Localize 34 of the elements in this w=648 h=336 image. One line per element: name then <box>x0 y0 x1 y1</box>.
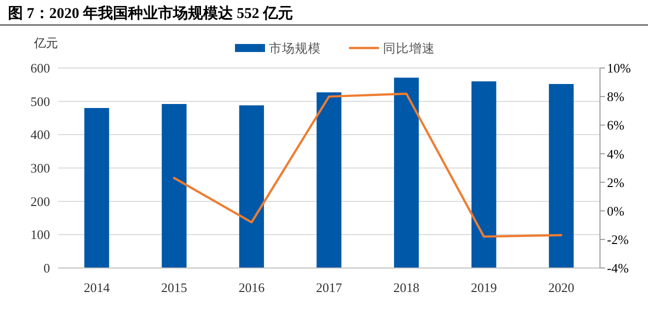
bar <box>84 108 110 268</box>
y2-tick-label: 6% <box>607 118 624 133</box>
bar <box>394 78 419 268</box>
y2-tick-label: 2% <box>607 174 624 190</box>
bar <box>162 104 187 268</box>
bar <box>316 92 342 268</box>
y-tick-label: 400 <box>30 127 50 142</box>
y-tick-label: 100 <box>30 227 50 242</box>
legend-label: 市场规模 <box>269 40 321 56</box>
y2-tick-label: 10% <box>607 60 631 76</box>
bar <box>239 105 264 268</box>
y-axis-title: 亿元 <box>33 36 58 50</box>
x-tick-label: 2016 <box>238 280 266 295</box>
y2-tick-label: 4% <box>607 146 624 162</box>
x-tick-label: 2014 <box>84 280 110 295</box>
x-tick-label: 2019 <box>470 280 497 295</box>
x-tick-label: 2020 <box>548 280 574 295</box>
x-tick-label: 2017 <box>316 280 342 295</box>
legend-label: 同比增速 <box>383 40 435 56</box>
y-tick-label: 500 <box>30 94 50 109</box>
line-series <box>173 92 562 238</box>
bar <box>548 84 574 268</box>
x-tick-label: 2015 <box>161 280 188 295</box>
y2-tick-label: -4% <box>607 260 629 276</box>
y2-tick-label: -2% <box>607 232 629 247</box>
y-tick-label: 200 <box>30 194 50 209</box>
y-tick-label: 0 <box>44 260 50 276</box>
chart-title: 图 7：2020 年我国种业市场规模达 552 亿元 <box>8 4 293 22</box>
y2-tick-label: 8% <box>607 89 624 104</box>
y-tick-label: 300 <box>30 160 50 176</box>
y2-tick-label: 0% <box>607 203 624 218</box>
bar <box>471 81 496 268</box>
y-tick-label: 600 <box>30 60 50 76</box>
x-tick-label: 2018 <box>393 280 420 295</box>
